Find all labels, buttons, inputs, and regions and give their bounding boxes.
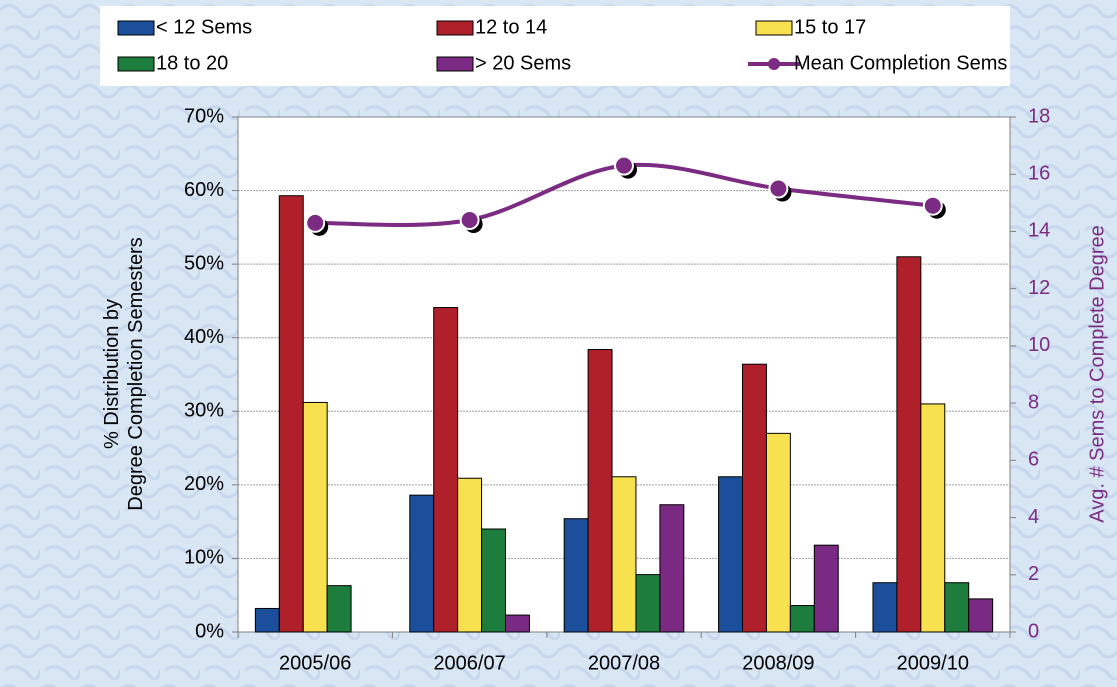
y2-tick-label: 4 [1028, 506, 1039, 528]
bar [659, 504, 685, 633]
y2-tick-label: 18 [1028, 105, 1050, 127]
y2-tick-label: 12 [1028, 277, 1050, 299]
bar [563, 518, 589, 633]
y-tick-label: 40% [184, 326, 224, 348]
legend-swatch [436, 56, 474, 72]
bar [789, 605, 815, 633]
bar [326, 585, 352, 633]
bar [920, 403, 946, 633]
legend-label: 18 to 20 [156, 52, 228, 74]
x-tick-label: 2005/06 [279, 652, 351, 674]
y2-axis-label: Avg. # Sems to Complete Degree [1086, 225, 1108, 523]
y-tick-label: 50% [184, 252, 224, 274]
x-tick-label: 2007/08 [588, 652, 660, 674]
bar [587, 348, 613, 633]
bar [481, 528, 506, 633]
y-tick-label: 30% [184, 400, 224, 422]
y2-tick-label: 14 [1028, 220, 1050, 242]
bar [765, 432, 791, 633]
bar [409, 494, 435, 633]
bar [611, 476, 637, 633]
legend-swatch [436, 20, 474, 36]
x-tick-label: 2009/10 [897, 652, 969, 674]
legend-label: > 20 Sems [475, 52, 571, 74]
y-tick-label: 70% [184, 105, 224, 127]
y-tick-label: 0% [195, 620, 224, 642]
y2-tick-label: 2 [1028, 563, 1039, 585]
legend-swatch [755, 20, 793, 36]
marker [614, 155, 634, 176]
bar [302, 401, 328, 633]
legend-label: 12 to 14 [475, 16, 547, 38]
legend-box [100, 6, 1010, 86]
bar [718, 476, 744, 633]
y-tick-label: 60% [184, 179, 224, 201]
y-tick-label: 20% [184, 473, 224, 495]
marker [459, 210, 480, 230]
y2-tick-label: 10 [1028, 334, 1050, 356]
bar [433, 307, 459, 633]
bar [896, 256, 922, 633]
marker [305, 212, 326, 233]
legend-marker [768, 58, 780, 70]
y2-tick-label: 6 [1028, 449, 1039, 471]
bar [504, 614, 530, 633]
bar [944, 582, 970, 633]
legend-swatch [117, 20, 155, 36]
legend-label: 15 to 17 [794, 16, 866, 38]
bar [742, 363, 767, 633]
marker [922, 195, 943, 216]
x-tick-label: 2008/09 [742, 652, 814, 674]
bar [872, 582, 898, 633]
bar [813, 544, 839, 633]
y2-tick-label: 0 [1028, 620, 1039, 642]
bar [254, 607, 280, 633]
marker [768, 178, 789, 199]
legend-swatch [117, 56, 155, 72]
y2-tick-label: 8 [1028, 391, 1039, 413]
y-tick-label: 10% [184, 547, 224, 569]
legend-label: < 12 Sems [156, 16, 252, 38]
bar [635, 574, 661, 633]
bar [278, 195, 304, 633]
bar [968, 598, 994, 633]
y2-tick-label: 16 [1028, 163, 1050, 185]
legend-label: Mean Completion Sems [794, 52, 1007, 74]
bar [457, 477, 483, 633]
x-tick-label: 2006/07 [433, 652, 505, 674]
y-axis-label: % Distribution by Degree Completion Semes… [101, 237, 147, 510]
